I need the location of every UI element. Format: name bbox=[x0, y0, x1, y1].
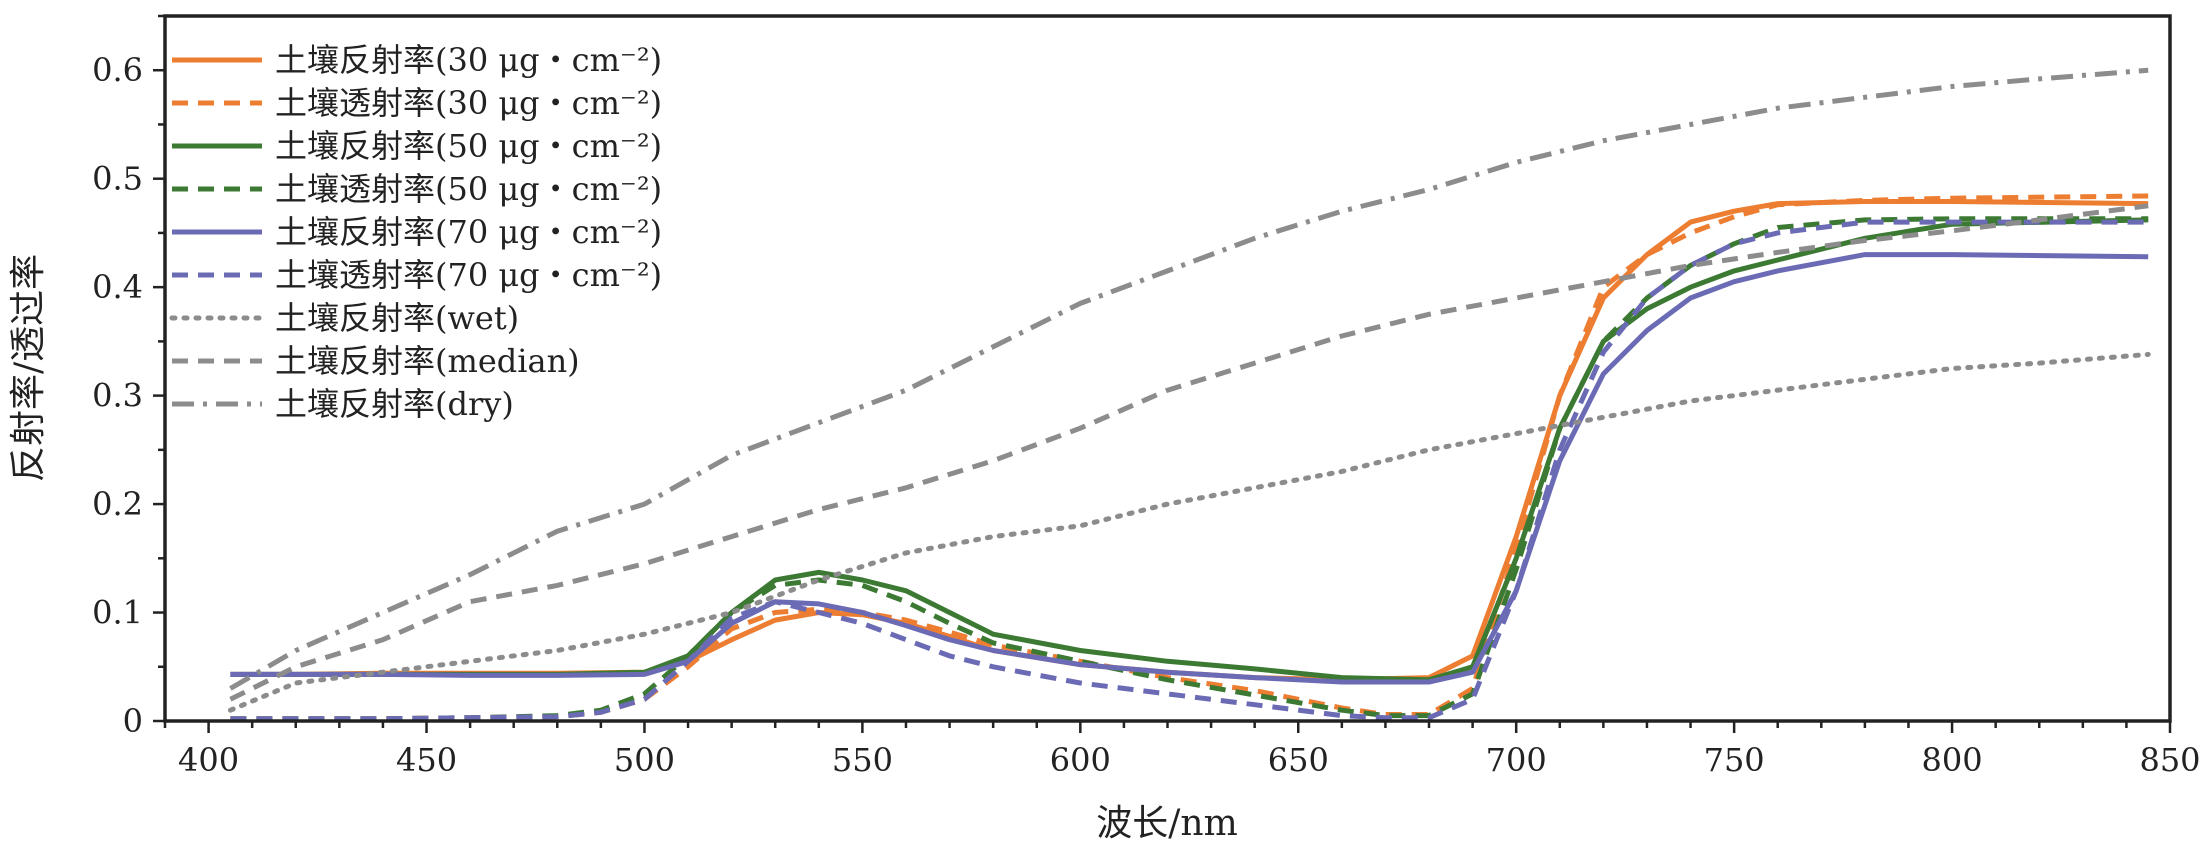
x-tick-label: 450 bbox=[396, 741, 457, 779]
x-tick-label: 650 bbox=[1268, 741, 1329, 779]
legend-label: 土壤反射率(wet) bbox=[275, 299, 519, 337]
y-tick-label: 0.5 bbox=[92, 160, 143, 198]
legend-label: 土壤反射率(30 μg・cm⁻²) bbox=[275, 41, 662, 79]
legend-entry: 土壤反射率(50 μg・cm⁻²) bbox=[172, 127, 662, 165]
x-tick-label: 850 bbox=[2139, 741, 2200, 779]
x-axis-title: 波长/nm bbox=[1096, 803, 1237, 844]
legend-label: 土壤透射率(70 μg・cm⁻²) bbox=[275, 256, 662, 294]
legend-entry: 土壤反射率(median) bbox=[172, 342, 580, 380]
y-tick-label: 0.1 bbox=[92, 594, 143, 632]
legend-entry: 土壤反射率(30 μg・cm⁻²) bbox=[172, 41, 662, 79]
plot-area bbox=[165, 16, 2170, 721]
x-tick-label: 400 bbox=[178, 741, 239, 779]
series-line-6 bbox=[230, 219, 2149, 722]
series-line-8 bbox=[229, 203, 2149, 702]
legend-label: 土壤反射率(median) bbox=[275, 342, 580, 380]
series-line-4 bbox=[230, 216, 2149, 722]
x-tick-label: 550 bbox=[832, 741, 893, 779]
legend-label: 土壤反射率(dry) bbox=[275, 385, 514, 423]
y-tick-label: 0.6 bbox=[92, 51, 143, 89]
series-line-7 bbox=[227, 351, 2151, 713]
legend-entry: 土壤透射率(70 μg・cm⁻²) bbox=[172, 256, 662, 294]
legend-entry: 土壤反射率(70 μg・cm⁻²) bbox=[172, 213, 662, 251]
x-tick-label: 500 bbox=[614, 741, 675, 779]
legend-entry: 土壤反射率(wet) bbox=[169, 299, 519, 337]
legend-entry: 土壤透射率(50 μg・cm⁻²) bbox=[172, 170, 662, 208]
series-layer bbox=[227, 67, 2151, 722]
legend-label: 土壤透射率(50 μg・cm⁻²) bbox=[275, 170, 662, 208]
legend-label: 土壤透射率(30 μg・cm⁻²) bbox=[275, 84, 662, 122]
legend-entry: 土壤透射率(30 μg・cm⁻²) bbox=[172, 84, 662, 122]
legend: 土壤反射率(30 μg・cm⁻²) 土壤透射率(30 μg・cm⁻²) 土壤反射率(… bbox=[169, 41, 662, 423]
y-tick-label: 0.3 bbox=[92, 377, 143, 415]
y-axis-title: 反射率/透过率 bbox=[8, 254, 49, 482]
x-tick-label: 800 bbox=[1922, 741, 1983, 779]
y-axis: 0 0.1 0.2 0.3 0.4 0.5 0.6 bbox=[92, 14, 165, 740]
legend-label: 土壤反射率(50 μg・cm⁻²) bbox=[275, 127, 662, 165]
y-tick-label: 0 bbox=[123, 702, 143, 740]
series-line-9 bbox=[229, 67, 2149, 691]
legend-label: 土壤反射率(70 μg・cm⁻²) bbox=[275, 213, 662, 251]
x-tick-label: 750 bbox=[1704, 741, 1765, 779]
y-tick-label: 0.2 bbox=[92, 485, 143, 523]
series-line-5 bbox=[230, 252, 2149, 685]
x-axis: 400 450 500 550 600 650 700 750 800 850 bbox=[163, 721, 2201, 779]
legend-entry: 土壤反射率(dry) bbox=[172, 385, 514, 423]
x-tick-label: 700 bbox=[1486, 741, 1547, 779]
y-tick-label: 0.4 bbox=[92, 268, 143, 306]
x-tick-label: 600 bbox=[1050, 741, 1111, 779]
